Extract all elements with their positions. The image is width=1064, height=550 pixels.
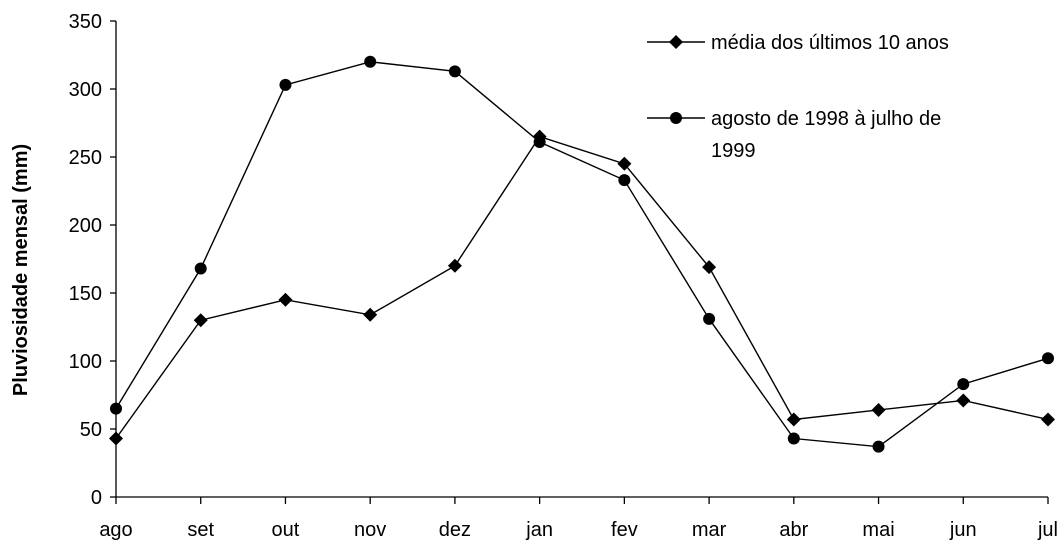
data-point-circle — [787, 432, 800, 445]
data-point-diamond — [786, 412, 801, 427]
y-tick-label: 0 — [91, 487, 102, 509]
data-point-circle — [364, 55, 377, 68]
series-layer — [109, 55, 1055, 453]
x-tick-label: mai — [862, 519, 894, 541]
x-tick-label: nov — [354, 519, 386, 541]
legend-item-agosto: agosto de 1998 à julho de 1999 — [647, 108, 941, 162]
data-point-circle — [279, 78, 292, 91]
data-point-circle — [1042, 352, 1054, 365]
legend-label-agosto-line1: agosto de 1998 à julho de — [711, 108, 941, 130]
x-tick-label: out — [272, 519, 300, 541]
data-point-circle — [533, 136, 546, 149]
x-tick-label: jan — [525, 519, 553, 541]
legend-item-media: média dos últimos 10 anos — [647, 32, 949, 54]
data-point-diamond — [193, 313, 208, 328]
x-tick-label: mar — [692, 519, 727, 541]
axes: 0 50 100 150 200 250 300 350 ago set out nov dez jan f… — [69, 11, 1058, 541]
x-tick-label: ago — [99, 519, 132, 541]
data-point-circle — [194, 262, 207, 275]
data-point-circle — [872, 440, 885, 453]
x-tick-label: dez — [439, 519, 471, 541]
x-tick-label: set — [187, 519, 214, 541]
y-tick-label: 300 — [69, 79, 102, 101]
series-line — [115, 61, 1049, 448]
series-1 — [109, 129, 1055, 446]
y-tick-label: 250 — [69, 147, 102, 169]
y-tick-label: 150 — [69, 283, 102, 305]
data-point-diamond — [447, 258, 462, 273]
data-point-circle — [703, 312, 716, 325]
x-tick-label: jul — [1037, 519, 1058, 541]
data-point-diamond — [278, 292, 293, 307]
y-axis-label: Pluviosidade mensal (mm) — [10, 144, 32, 396]
data-point-circle — [618, 174, 631, 187]
data-point-diamond — [871, 402, 886, 417]
data-point-circle — [110, 402, 122, 415]
legend: média dos últimos 10 anos agosto de 1998… — [647, 32, 949, 162]
series-2 — [110, 55, 1054, 453]
data-point-diamond — [702, 260, 717, 275]
legend-label-agosto-line2: 1999 — [711, 140, 756, 162]
y-tick-label: 50 — [80, 419, 102, 441]
y-tick-label: 100 — [69, 351, 102, 373]
data-point-circle — [448, 65, 461, 78]
data-point-diamond — [363, 307, 378, 322]
series-line — [115, 135, 1049, 439]
x-tick-label: fev — [611, 519, 638, 541]
legend-label-media: média dos últimos 10 anos — [711, 32, 949, 54]
y-tick-label: 200 — [69, 215, 102, 237]
y-tick-label: 350 — [69, 11, 102, 33]
data-point-circle — [957, 378, 970, 391]
legend-marker-circle — [670, 112, 682, 124]
data-point-diamond — [617, 156, 632, 171]
data-point-diamond — [956, 393, 971, 408]
x-tick-label: abr — [779, 519, 808, 541]
x-tick-label: jun — [949, 519, 977, 541]
legend-marker-diamond — [669, 35, 683, 49]
data-point-diamond — [109, 431, 123, 446]
data-point-diamond — [1041, 412, 1055, 427]
